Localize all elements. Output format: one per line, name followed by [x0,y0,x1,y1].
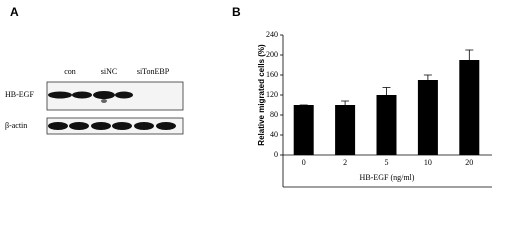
lane-label: siNC [101,67,117,76]
x-tick-label: 2 [343,158,347,167]
x-tick-label: 20 [465,158,473,167]
bar [417,80,438,155]
y-axis-label: Relative migrated cells (%) [257,44,266,146]
y-tick-label: 160 [266,70,278,79]
panel-label: A [10,5,19,19]
lane-label: siTonEBP [137,67,170,76]
x-tick-label: 10 [424,158,432,167]
bar [293,105,314,155]
y-tick-label: 40 [270,130,278,139]
x-tick-label: 0 [302,158,306,167]
y-tick-label: 120 [266,90,278,99]
y-tick-label: 80 [270,110,278,119]
figure: A con siNC siTonEBP HB-EGF β-actin B Rel… [5,5,492,188]
row-label: β-actin [5,121,27,130]
error-bar [465,49,474,60]
y-tick-label: 0 [274,150,278,159]
bar [335,105,356,155]
x-tick-label: 5 [385,158,389,167]
bar [459,60,480,155]
y-tick-label: 200 [266,50,278,59]
lane-label: con [64,67,76,76]
error-bar [423,74,432,80]
x-axis-label: HB-EGF (ng/ml) [360,173,415,182]
page: A con siNC siTonEBP HB-EGF β-actin B Rel… [5,5,492,188]
panel-label: B [232,5,241,19]
row-label: HB-EGF [5,90,34,99]
y-tick-label: 240 [266,30,278,39]
bar [376,95,397,155]
error-bar [382,87,391,95]
bands [48,122,176,130]
error-bar [341,100,350,105]
bands [48,91,133,103]
